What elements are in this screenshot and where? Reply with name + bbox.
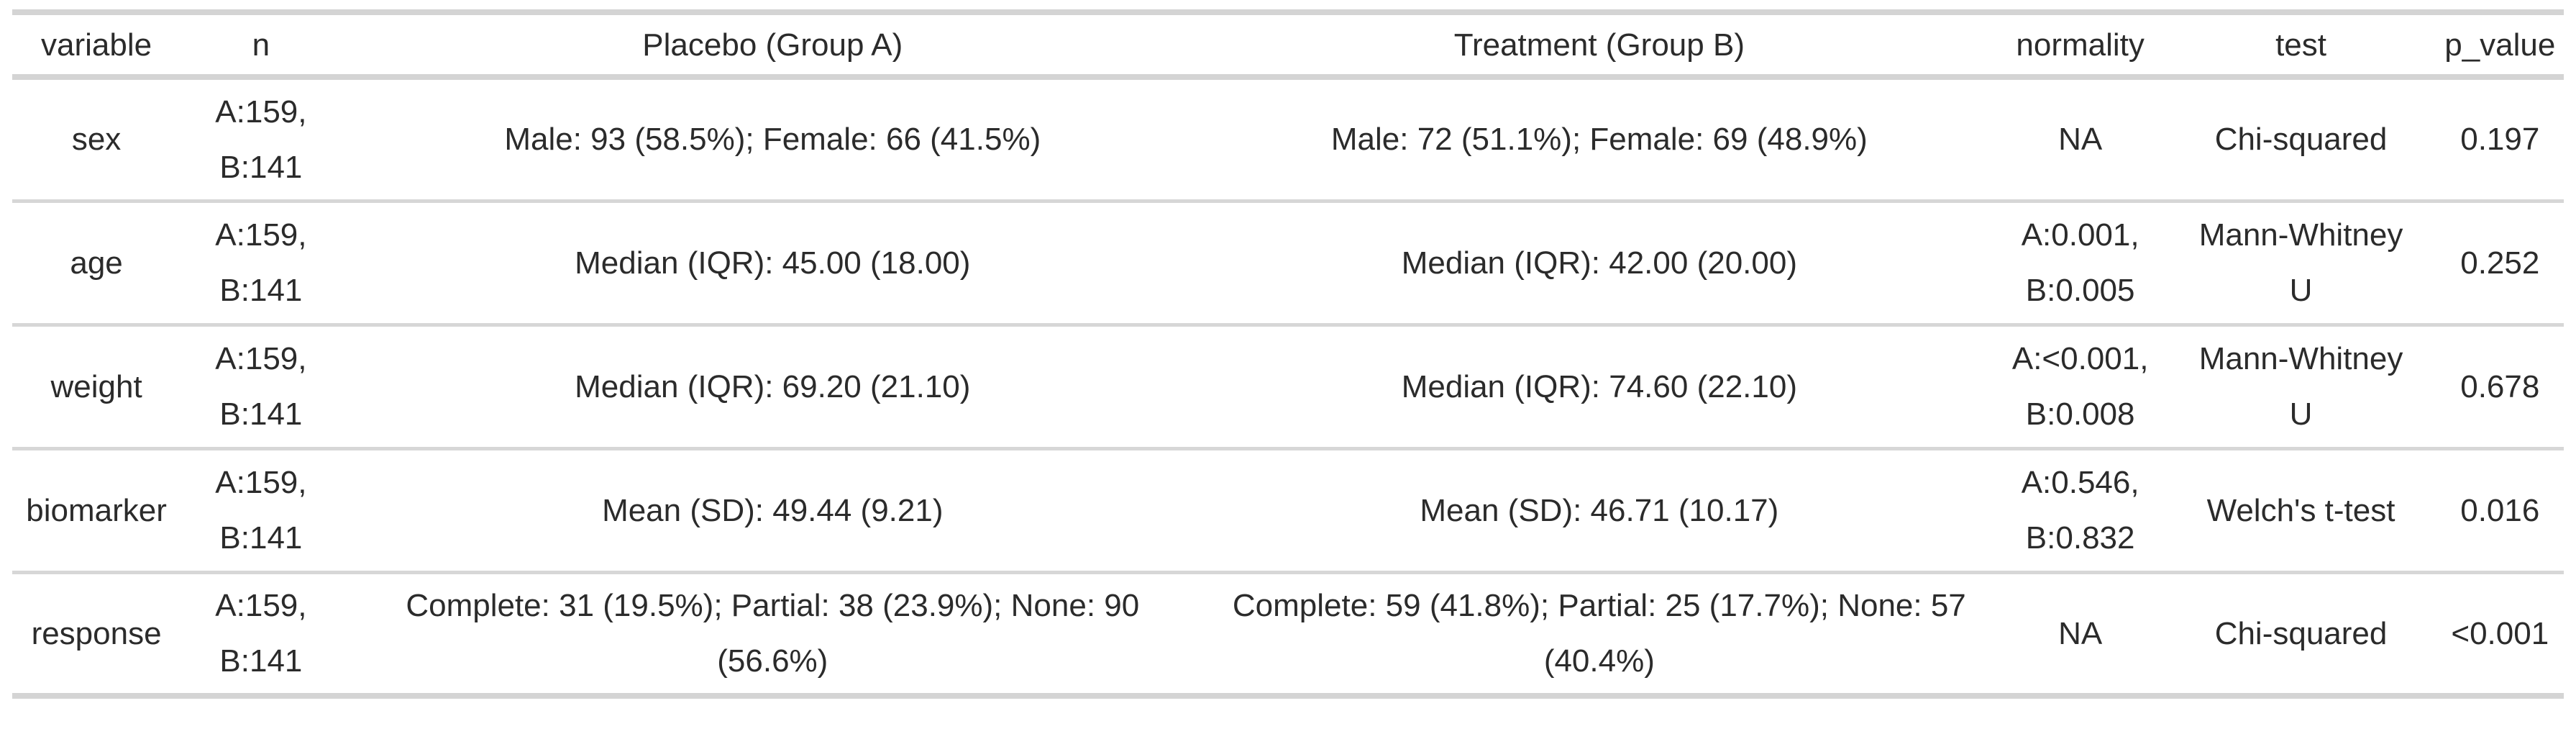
cell-treatment: Complete: 59 (41.8%); Partial: 25 (17.7%…: [1203, 572, 1995, 699]
cell-test: Welch's t-test: [2165, 448, 2436, 574]
column-header-placebo: Placebo (Group A): [341, 12, 1204, 80]
column-header-normality: normality: [1994, 12, 2166, 80]
table-row-age: age A:159, B:141 Median (IQR): 45.00 (18…: [12, 201, 2564, 327]
column-header-p-value: p_value: [2436, 12, 2564, 80]
cell-normality: A:<0.001, B:0.008: [1994, 325, 2166, 450]
table-row-biomarker: biomarker A:159, B:141 Mean (SD): 49.44 …: [12, 448, 2564, 574]
cell-normality: A:0.546, B:0.832: [1994, 448, 2166, 574]
column-header-treatment: Treatment (Group B): [1203, 12, 1995, 80]
cell-p-value: 0.678: [2436, 325, 2564, 450]
cell-normality: NA: [1994, 572, 2166, 699]
cell-treatment: Male: 72 (51.1%); Female: 69 (48.9%): [1203, 77, 1995, 203]
cell-variable: sex: [12, 77, 181, 203]
cell-test: Chi-squared: [2165, 572, 2436, 699]
cell-test: Mann-Whitney U: [2165, 325, 2436, 450]
cell-treatment: Median (IQR): 74.60 (22.10): [1203, 325, 1995, 450]
cell-n: A:159, B:141: [181, 325, 342, 450]
column-header-n: n: [181, 12, 342, 80]
cell-variable: age: [12, 201, 181, 327]
cell-n: A:159, B:141: [181, 201, 342, 327]
cell-placebo: Complete: 31 (19.5%); Partial: 38 (23.9%…: [341, 572, 1204, 699]
cell-n: A:159, B:141: [181, 572, 342, 699]
cell-variable: biomarker: [12, 448, 181, 574]
cell-placebo: Mean (SD): 49.44 (9.21): [341, 448, 1204, 574]
cell-normality: A:0.001, B:0.005: [1994, 201, 2166, 327]
cell-p-value: 0.252: [2436, 201, 2564, 327]
cell-p-value: 0.197: [2436, 77, 2564, 203]
cell-p-value: 0.016: [2436, 448, 2564, 574]
cell-normality: NA: [1994, 77, 2166, 203]
table-row-response: response A:159, B:141 Complete: 31 (19.5…: [12, 572, 2564, 699]
cell-variable: weight: [12, 325, 181, 450]
cell-placebo: Median (IQR): 45.00 (18.00): [341, 201, 1204, 327]
column-header-test: test: [2165, 12, 2436, 80]
cell-test: Chi-squared: [2165, 77, 2436, 203]
cell-p-value: <0.001: [2436, 572, 2564, 699]
cell-placebo: Median (IQR): 69.20 (21.10): [341, 325, 1204, 450]
table-row-sex: sex A:159, B:141 Male: 93 (58.5%); Femal…: [12, 77, 2564, 203]
table-header-row: variable n Placebo (Group A) Treatment (…: [12, 12, 2564, 80]
cell-treatment: Median (IQR): 42.00 (20.00): [1203, 201, 1995, 327]
table-row-weight: weight A:159, B:141 Median (IQR): 69.20 …: [12, 325, 2564, 450]
cell-test: Mann-Whitney U: [2165, 201, 2436, 327]
cell-placebo: Male: 93 (58.5%); Female: 66 (41.5%): [341, 77, 1204, 203]
group-comparison-table: variable n Placebo (Group A) Treatment (…: [12, 9, 2564, 699]
cell-variable: response: [12, 572, 181, 699]
cell-n: A:159, B:141: [181, 77, 342, 203]
cell-treatment: Mean (SD): 46.71 (10.17): [1203, 448, 1995, 574]
cell-n: A:159, B:141: [181, 448, 342, 574]
column-header-variable: variable: [12, 12, 181, 80]
